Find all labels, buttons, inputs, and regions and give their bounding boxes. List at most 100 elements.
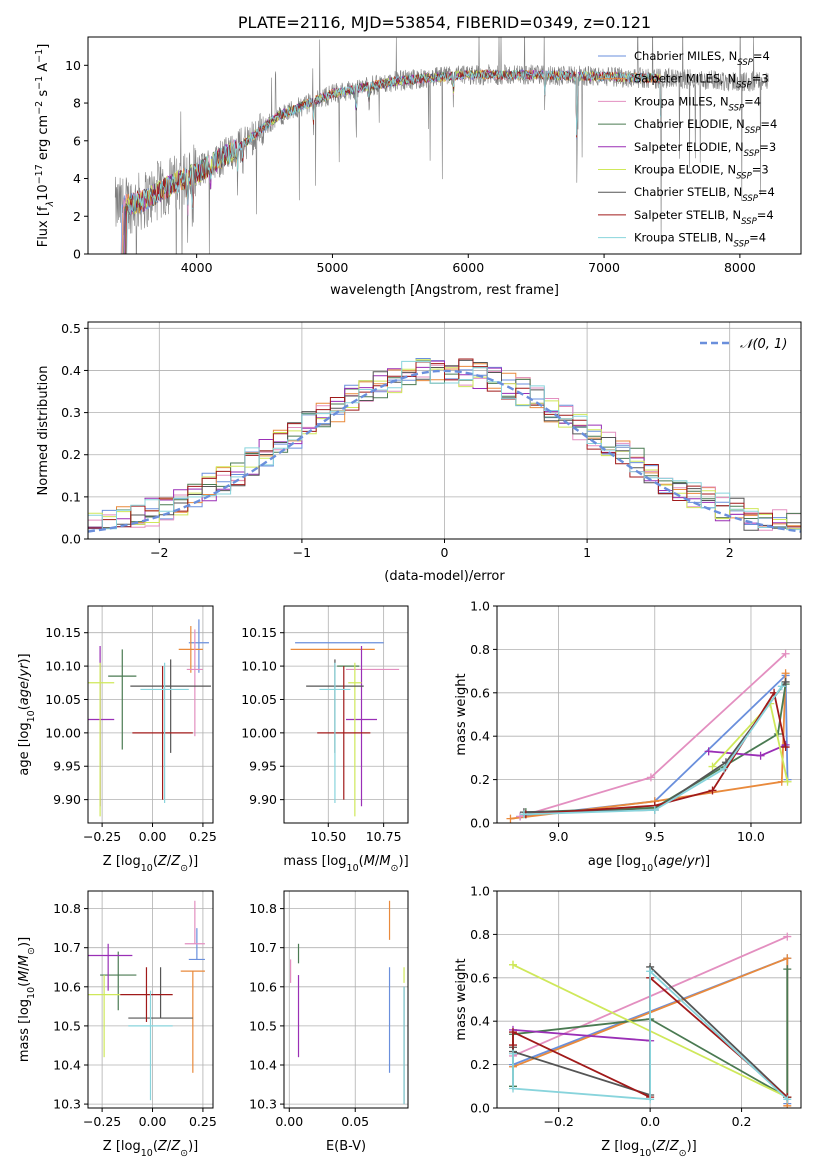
y-tick-label: 10.05 bbox=[241, 692, 277, 707]
x-axis-label: (data-model)/error bbox=[384, 569, 505, 584]
plot-area-age_vs_Z bbox=[88, 619, 211, 817]
y-tick-label: 0.4 bbox=[61, 363, 81, 378]
label-part: / bbox=[167, 854, 172, 869]
legend-sub: SSP bbox=[734, 240, 750, 250]
weight-marker bbox=[756, 751, 765, 760]
weight-series-line bbox=[512, 969, 788, 1101]
weight-marker bbox=[506, 814, 515, 823]
legend-model: Chabrier STELIB, N bbox=[634, 185, 742, 199]
y-tick-label: 0.0 bbox=[61, 532, 81, 547]
plot-area-weight_vs_Z bbox=[509, 932, 792, 1108]
label-part: mass [log bbox=[283, 854, 346, 869]
weight-marker bbox=[783, 932, 792, 941]
legend-model: Salpeter ELODIE, N bbox=[634, 140, 744, 154]
y-tick-label: 10.8 bbox=[249, 901, 277, 916]
weight-series-line bbox=[523, 685, 783, 816]
y-tick-label: 9.90 bbox=[53, 792, 81, 807]
label-part: −17 bbox=[34, 164, 45, 184]
plot-area-weight_vs_age bbox=[506, 649, 792, 823]
label-part: Z bbox=[157, 1139, 168, 1154]
weight-marker bbox=[781, 743, 790, 752]
weight-marker bbox=[509, 1041, 517, 1050]
label-part: )] bbox=[687, 1139, 697, 1154]
x-tick-label: 10.0 bbox=[737, 829, 765, 844]
x-tick-label: 4000 bbox=[181, 260, 213, 275]
label-part: mass [log bbox=[17, 999, 32, 1062]
weight-marker bbox=[704, 747, 713, 756]
legend-entry: Chabrier MILES, NSSP=4 bbox=[634, 49, 770, 68]
y-tick-label: 0.3 bbox=[61, 405, 81, 420]
label-part: age [log bbox=[17, 722, 32, 775]
weight-marker bbox=[646, 773, 655, 782]
legend-model: Salpeter STELIB, N bbox=[634, 208, 741, 222]
weight-series-line bbox=[708, 744, 786, 757]
label-part: ( bbox=[17, 705, 32, 710]
y-axis-label: Normed distribution bbox=[36, 366, 51, 496]
weight-marker bbox=[708, 762, 717, 771]
y-tick-label: 0.1 bbox=[61, 489, 81, 504]
label-part: / bbox=[683, 854, 688, 869]
y-tick-label: 10.5 bbox=[249, 1018, 277, 1033]
label-part: age [log bbox=[588, 854, 641, 869]
y-tick-label: 0.0 bbox=[470, 816, 490, 831]
axes-frame bbox=[496, 605, 802, 824]
y-tick-label: 1.0 bbox=[470, 599, 490, 614]
label-part: ⊙ bbox=[180, 1148, 188, 1159]
label-part: / bbox=[167, 1139, 172, 1154]
label-part: Z [log bbox=[103, 854, 141, 869]
legend-value: =4 bbox=[744, 94, 761, 108]
legend-sub: SSP bbox=[742, 194, 758, 204]
label-part: ] bbox=[36, 44, 51, 49]
y-tick-label: 10.4 bbox=[249, 1057, 277, 1072]
weight-series-line bbox=[525, 683, 787, 813]
x-tick-label: −1 bbox=[293, 545, 311, 560]
legend-value: =3 bbox=[752, 163, 769, 177]
label-part: −1 bbox=[34, 49, 45, 63]
y-tick-label: 0.2 bbox=[61, 447, 81, 462]
label-part: 10 bbox=[639, 1148, 651, 1159]
y-tick-label: 9.95 bbox=[249, 759, 277, 774]
label-part: / bbox=[375, 854, 380, 869]
legend-entry: Kroupa ELODIE, NSSP=3 bbox=[634, 163, 769, 182]
y-axis-label: age [log10(age/yr)] bbox=[17, 653, 37, 775]
y-tick-label: 0.2 bbox=[470, 772, 490, 787]
weight-marker bbox=[720, 764, 729, 773]
y-tick-label: 10.10 bbox=[241, 659, 277, 674]
legend-entry: Kroupa STELIB, NSSP=4 bbox=[634, 231, 766, 250]
y-tick-label: 0.2 bbox=[470, 1057, 490, 1072]
label-part: Z bbox=[655, 1139, 666, 1154]
legend-model: Kroupa STELIB, N bbox=[634, 231, 734, 245]
y-tick-label: 0.6 bbox=[470, 970, 490, 985]
y-tick-label: 4 bbox=[73, 171, 81, 186]
weight-marker bbox=[783, 1095, 792, 1104]
x-tick-label: 10.75 bbox=[366, 829, 402, 844]
label-part: Z bbox=[669, 1139, 680, 1154]
y-tick-label: 10.00 bbox=[45, 725, 81, 740]
legend-entry: Chabrier STELIB, NSSP=4 bbox=[634, 185, 775, 204]
y-tick-label: 0.8 bbox=[470, 642, 490, 657]
x-tick-label: 0.00 bbox=[275, 1114, 303, 1129]
label-part: )] bbox=[700, 854, 710, 869]
label-part: ( bbox=[359, 854, 364, 869]
plot-area-residuals bbox=[88, 358, 801, 533]
label-part: )] bbox=[17, 937, 32, 947]
legend-value: =4 bbox=[757, 208, 774, 222]
legend-sub: SSP bbox=[736, 81, 752, 91]
label-part: Z [log bbox=[601, 1139, 639, 1154]
label-part: 10 bbox=[641, 863, 653, 874]
y-axis-label: mass [log10(M/M⊙)] bbox=[17, 937, 37, 1062]
y-tick-label: 10.7 bbox=[53, 940, 81, 955]
axes-frame bbox=[87, 36, 802, 255]
label-part: M bbox=[364, 854, 375, 869]
label-part: Flux [f bbox=[36, 206, 51, 247]
x-axis-label: mass [log10(M/M⊙)] bbox=[283, 854, 408, 874]
label-part: ( bbox=[153, 1139, 158, 1154]
legend-value: =3 bbox=[759, 140, 776, 154]
legend-sub: SSP bbox=[736, 172, 752, 182]
legend-sub: SSP bbox=[741, 217, 757, 227]
y-tick-label: 10.00 bbox=[241, 725, 277, 740]
label-part: 10 bbox=[141, 863, 153, 874]
axes-frame bbox=[87, 321, 802, 540]
